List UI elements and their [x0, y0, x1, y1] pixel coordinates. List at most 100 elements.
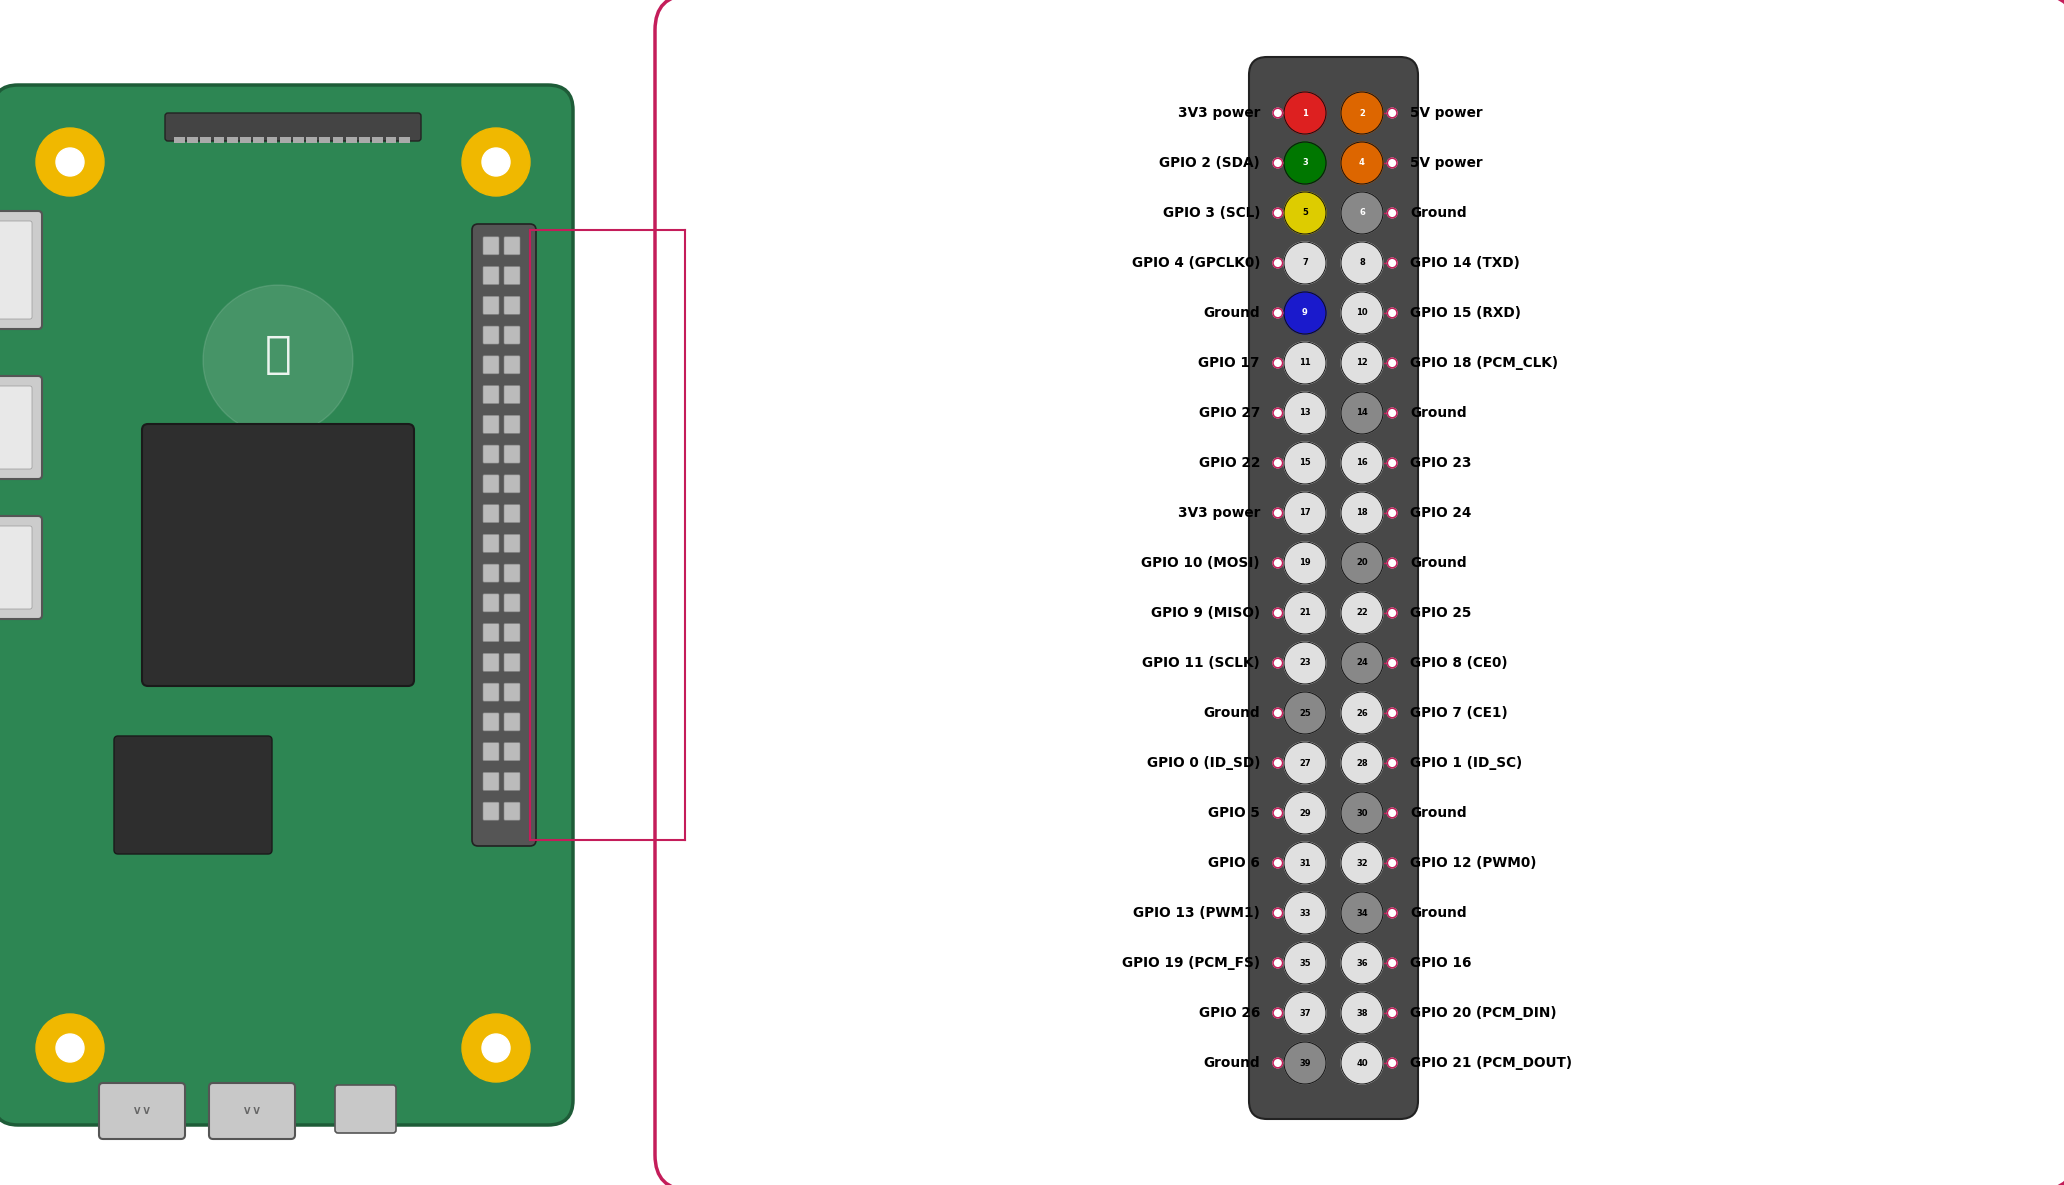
FancyBboxPatch shape: [0, 515, 41, 619]
Circle shape: [1342, 92, 1383, 134]
Circle shape: [1284, 692, 1325, 734]
Circle shape: [1273, 808, 1282, 818]
Text: V V: V V: [244, 1107, 260, 1115]
Circle shape: [1284, 592, 1325, 634]
Circle shape: [1284, 342, 1325, 384]
Text: 4: 4: [1358, 159, 1364, 167]
Text: 🍓: 🍓: [264, 333, 291, 377]
Text: GPIO 13 (PWM1): GPIO 13 (PWM1): [1133, 907, 1259, 920]
Text: 9: 9: [1302, 308, 1309, 318]
Circle shape: [1273, 608, 1282, 617]
FancyBboxPatch shape: [504, 802, 520, 820]
Circle shape: [1342, 692, 1383, 734]
Text: 28: 28: [1356, 758, 1368, 768]
FancyBboxPatch shape: [504, 594, 520, 611]
Circle shape: [1284, 892, 1325, 934]
Circle shape: [1387, 358, 1397, 367]
Bar: [266, 137, 277, 143]
Text: 18: 18: [1356, 508, 1368, 518]
Text: 5: 5: [1302, 209, 1309, 218]
Text: GPIO 17: GPIO 17: [1199, 356, 1259, 370]
Circle shape: [1387, 709, 1397, 718]
Text: GPIO 15 (RXD): GPIO 15 (RXD): [1410, 306, 1521, 320]
Bar: [173, 137, 186, 143]
Text: GPIO 1 (ID_SC): GPIO 1 (ID_SC): [1410, 756, 1521, 770]
Circle shape: [35, 1014, 103, 1082]
FancyBboxPatch shape: [483, 385, 499, 404]
Text: 19: 19: [1298, 558, 1311, 568]
FancyBboxPatch shape: [504, 267, 520, 284]
Bar: [227, 137, 237, 143]
Circle shape: [1342, 192, 1383, 233]
Circle shape: [1273, 908, 1282, 918]
FancyBboxPatch shape: [504, 713, 520, 731]
Bar: [386, 137, 396, 143]
Circle shape: [483, 148, 510, 177]
Text: Ground: Ground: [1203, 306, 1259, 320]
FancyBboxPatch shape: [483, 653, 499, 672]
Text: GPIO 27: GPIO 27: [1199, 406, 1259, 419]
Text: GPIO 11 (SCLK): GPIO 11 (SCLK): [1141, 656, 1259, 670]
Circle shape: [1273, 308, 1282, 318]
Circle shape: [1273, 159, 1282, 168]
FancyBboxPatch shape: [483, 623, 499, 641]
Bar: [305, 137, 318, 143]
FancyBboxPatch shape: [334, 1085, 396, 1133]
Circle shape: [1342, 642, 1383, 684]
Circle shape: [1342, 242, 1383, 284]
Text: 33: 33: [1298, 909, 1311, 917]
Text: GPIO 24: GPIO 24: [1410, 506, 1472, 520]
Bar: [347, 137, 357, 143]
Text: 37: 37: [1298, 1008, 1311, 1018]
Text: 10: 10: [1356, 308, 1368, 318]
Text: V V: V V: [134, 1107, 151, 1115]
Text: 8: 8: [1358, 258, 1364, 268]
FancyBboxPatch shape: [483, 505, 499, 523]
Text: 17: 17: [1298, 508, 1311, 518]
FancyBboxPatch shape: [504, 743, 520, 761]
FancyBboxPatch shape: [483, 267, 499, 284]
Text: GPIO 6: GPIO 6: [1207, 856, 1259, 870]
FancyBboxPatch shape: [504, 683, 520, 702]
Circle shape: [1342, 792, 1383, 834]
Circle shape: [1342, 1042, 1383, 1084]
Circle shape: [1273, 858, 1282, 867]
Circle shape: [1342, 392, 1383, 434]
FancyBboxPatch shape: [99, 1083, 186, 1139]
FancyBboxPatch shape: [114, 736, 272, 854]
Text: Ground: Ground: [1410, 556, 1468, 570]
Text: GPIO 2 (SDA): GPIO 2 (SDA): [1160, 156, 1259, 169]
Text: GPIO 12 (PWM0): GPIO 12 (PWM0): [1410, 856, 1536, 870]
Circle shape: [1273, 758, 1282, 768]
Text: Ground: Ground: [1410, 806, 1468, 820]
FancyBboxPatch shape: [504, 356, 520, 373]
Text: 35: 35: [1298, 959, 1311, 967]
Circle shape: [1284, 992, 1325, 1035]
Circle shape: [1284, 142, 1325, 184]
Circle shape: [1273, 459, 1282, 468]
Text: Ground: Ground: [1410, 206, 1468, 220]
Circle shape: [1273, 408, 1282, 418]
Text: 16: 16: [1356, 459, 1368, 468]
Text: 7: 7: [1302, 258, 1309, 268]
Bar: [332, 137, 343, 143]
Bar: [359, 137, 369, 143]
FancyBboxPatch shape: [483, 237, 499, 255]
Text: GPIO 7 (CE1): GPIO 7 (CE1): [1410, 706, 1507, 720]
FancyBboxPatch shape: [208, 1083, 295, 1139]
Text: GPIO 26: GPIO 26: [1199, 1006, 1259, 1020]
Circle shape: [1387, 808, 1397, 818]
Text: 25: 25: [1298, 709, 1311, 717]
Circle shape: [1387, 258, 1397, 268]
Text: 5V power: 5V power: [1410, 105, 1482, 120]
Circle shape: [1284, 542, 1325, 584]
Bar: [320, 137, 330, 143]
Text: 2: 2: [1358, 109, 1364, 117]
Circle shape: [1284, 742, 1325, 784]
FancyBboxPatch shape: [504, 773, 520, 790]
Text: GPIO 25: GPIO 25: [1410, 606, 1472, 620]
FancyBboxPatch shape: [504, 237, 520, 255]
Circle shape: [1284, 492, 1325, 534]
Text: 39: 39: [1298, 1058, 1311, 1068]
Circle shape: [56, 148, 85, 177]
